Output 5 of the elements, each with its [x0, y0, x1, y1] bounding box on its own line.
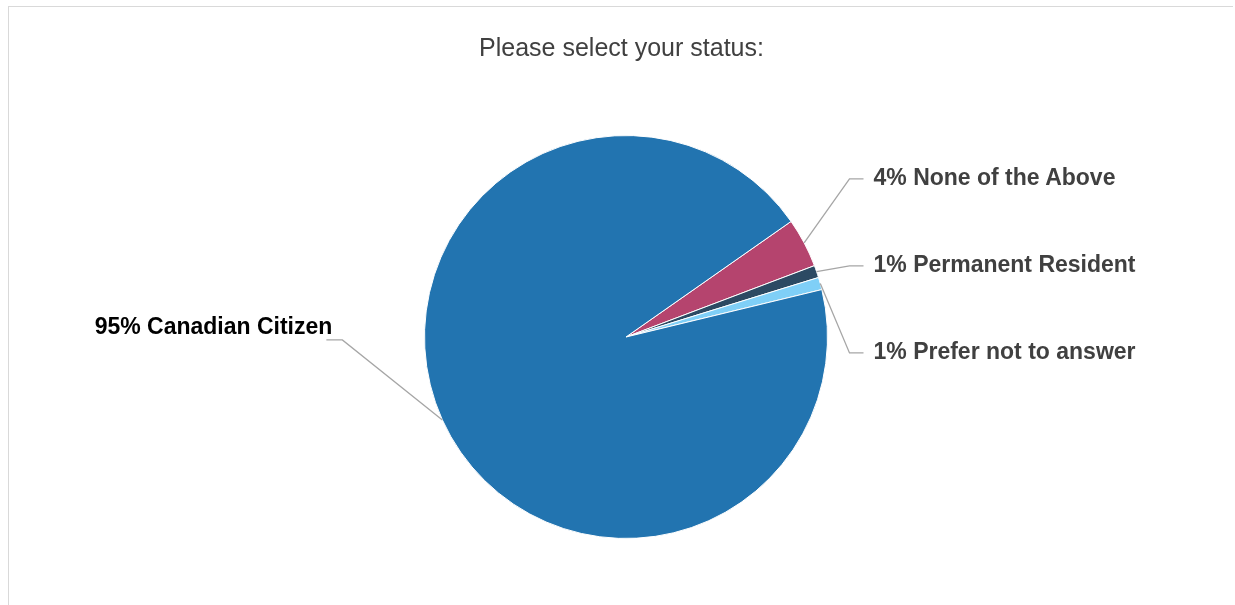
slice-label: 1% Permanent Resident [873, 251, 1136, 278]
chart-title: Please select your status: [478, 33, 765, 62]
slice-label: 95% Canadian Citizen [94, 313, 333, 340]
slice-label: 4% None of the Above [873, 164, 1116, 191]
slice-label: 1% Prefer not to answer [873, 338, 1136, 365]
